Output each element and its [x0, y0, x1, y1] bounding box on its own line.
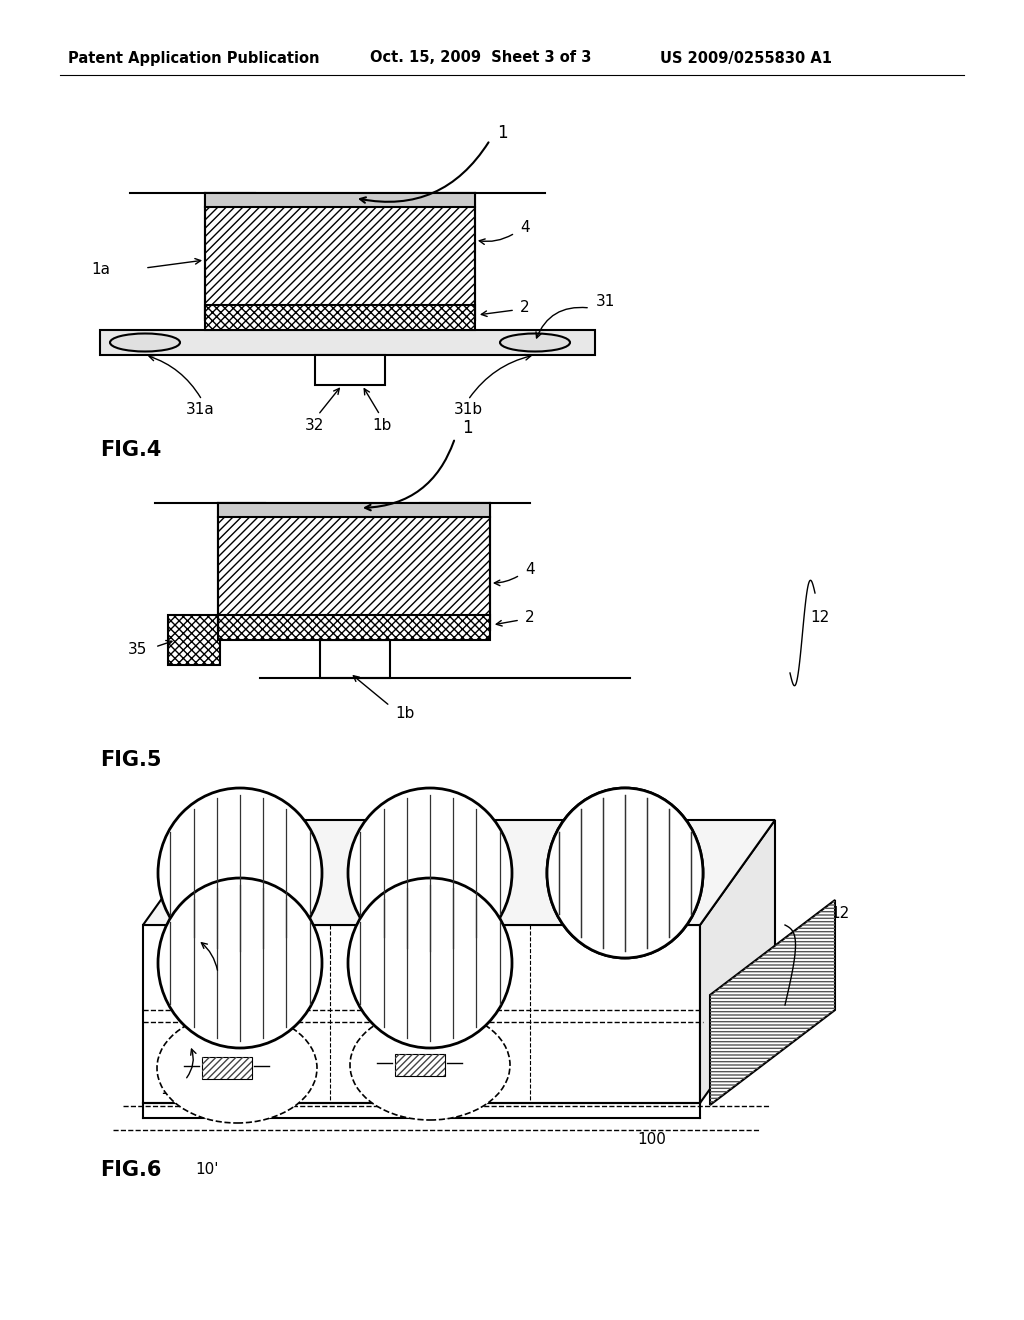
Bar [168, 615, 220, 665]
Bar [218, 615, 490, 640]
Text: 1b: 1b [373, 417, 392, 433]
Bar [205, 193, 475, 207]
Ellipse shape [157, 1012, 317, 1123]
Ellipse shape [350, 1010, 510, 1119]
Text: 35: 35 [128, 643, 147, 657]
Bar [202, 1057, 252, 1078]
Bar [205, 193, 475, 319]
Bar [218, 615, 490, 640]
Text: 31: 31 [596, 294, 615, 309]
Bar [205, 305, 475, 330]
Text: 12: 12 [830, 906, 849, 920]
Polygon shape [710, 900, 835, 1105]
Bar [218, 503, 490, 630]
Bar [315, 355, 385, 385]
Ellipse shape [348, 878, 512, 1048]
Ellipse shape [158, 878, 322, 1048]
Text: 1a: 1a [228, 978, 247, 993]
Ellipse shape [110, 334, 180, 351]
Ellipse shape [547, 788, 703, 958]
Text: 1: 1 [462, 418, 473, 437]
Bar [395, 1053, 445, 1076]
Bar [168, 615, 220, 665]
Text: 1a: 1a [91, 263, 110, 277]
Text: 10': 10' [195, 1163, 218, 1177]
Polygon shape [143, 820, 775, 925]
Text: FIG.5: FIG.5 [100, 750, 162, 770]
Polygon shape [700, 820, 775, 1104]
Text: Patent Application Publication: Patent Application Publication [68, 50, 319, 66]
Bar [143, 925, 700, 1104]
Text: 12: 12 [810, 610, 829, 626]
Bar [202, 1057, 252, 1078]
Text: 1: 1 [160, 1082, 170, 1097]
Bar [319, 640, 390, 678]
Bar [100, 330, 595, 355]
Bar [218, 503, 490, 630]
Text: US 2009/0255830 A1: US 2009/0255830 A1 [660, 50, 831, 66]
Text: 2: 2 [525, 610, 535, 624]
Text: FIG.6: FIG.6 [100, 1160, 162, 1180]
Text: 31a: 31a [185, 403, 214, 417]
Text: 2: 2 [520, 300, 529, 314]
Ellipse shape [348, 788, 512, 958]
Ellipse shape [500, 334, 570, 351]
Text: 1b: 1b [395, 705, 415, 721]
Text: 1: 1 [497, 124, 508, 143]
Ellipse shape [547, 788, 703, 958]
Text: Oct. 15, 2009  Sheet 3 of 3: Oct. 15, 2009 Sheet 3 of 3 [370, 50, 592, 66]
Text: 32: 32 [305, 417, 325, 433]
Text: FIG.4: FIG.4 [100, 440, 162, 459]
Text: 4: 4 [525, 562, 535, 578]
Text: 100: 100 [637, 1133, 666, 1147]
Text: 4: 4 [520, 220, 529, 235]
Bar [395, 1053, 445, 1076]
Text: 31b: 31b [454, 403, 482, 417]
Bar [218, 503, 490, 517]
Bar [205, 193, 475, 319]
Ellipse shape [158, 788, 322, 958]
Bar [205, 305, 475, 330]
